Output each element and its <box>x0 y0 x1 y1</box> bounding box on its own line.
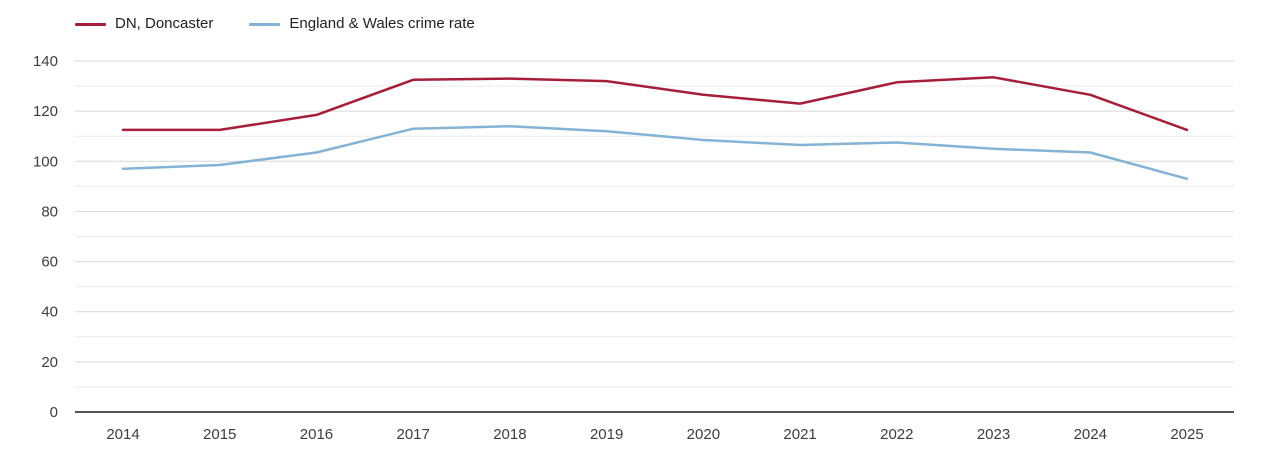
svg-text:0: 0 <box>50 404 58 421</box>
svg-text:2016: 2016 <box>300 426 333 443</box>
svg-text:2023: 2023 <box>977 426 1010 443</box>
legend-item-dn-doncaster[interactable]: DN, Doncaster <box>75 15 213 33</box>
legend-swatch-0 <box>75 22 106 26</box>
legend-swatch-1 <box>249 22 281 26</box>
legend-label-england-wales: England & Wales crime rate <box>289 15 475 32</box>
svg-text:2024: 2024 <box>1074 426 1107 443</box>
svg-text:2019: 2019 <box>590 426 623 443</box>
legend-label-dn-doncaster: DN, Doncaster <box>115 15 214 32</box>
svg-text:2018: 2018 <box>493 426 526 443</box>
svg-text:60: 60 <box>41 254 58 271</box>
y-axis-tick-labels: 0 20 40 60 80 100 120 140 <box>33 53 58 421</box>
svg-text:2022: 2022 <box>880 426 913 443</box>
series-line-1 <box>121 124 1189 181</box>
svg-text:100: 100 <box>33 153 58 170</box>
svg-text:40: 40 <box>41 304 58 321</box>
svg-text:2017: 2017 <box>396 426 429 443</box>
svg-text:80: 80 <box>41 203 58 220</box>
gridlines <box>75 60 1234 388</box>
svg-text:2015: 2015 <box>203 426 236 443</box>
series-line-0 <box>121 76 1189 132</box>
svg-text:140: 140 <box>33 53 58 70</box>
svg-text:2025: 2025 <box>1170 426 1203 443</box>
svg-text:2014: 2014 <box>106 426 139 443</box>
legend-item-england-wales[interactable]: England & Wales crime rate <box>249 15 475 33</box>
svg-text:2020: 2020 <box>687 426 720 443</box>
x-axis-tick-labels: 2014 2015 2016 2017 2018 2019 2020 2021 2022 2023… <box>106 426 1203 443</box>
chart-legend: DN, Doncaster England & Wales crime rate <box>75 15 475 33</box>
svg-text:20: 20 <box>41 354 58 371</box>
svg-text:120: 120 <box>33 103 58 120</box>
svg-text:2021: 2021 <box>783 426 816 443</box>
